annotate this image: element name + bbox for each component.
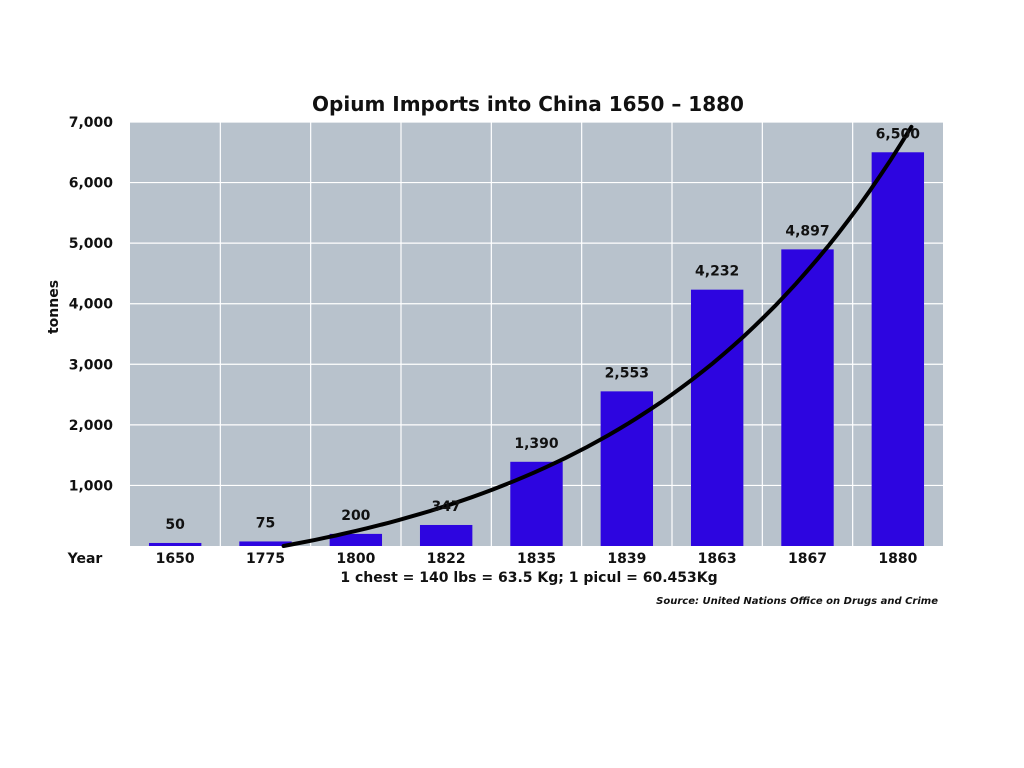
y-axis-ticks: 1,000 2,000 3,000 4,000 5,000 6,000 7,000 — [69, 115, 114, 494]
data-label: 1,390 — [514, 436, 559, 452]
data-labels: 50 75 200 347 1,390 2,553 4,232 4,897 6,500 — [165, 126, 920, 533]
x-tick-label: 1822 — [427, 551, 466, 567]
y-axis-label: tonnes — [46, 280, 62, 334]
y-tick-label: 2,000 — [69, 418, 114, 434]
data-label: 6,500 — [876, 126, 921, 142]
x-tick-label: 1650 — [156, 551, 195, 567]
x-tick-label: 1839 — [607, 551, 646, 567]
x-tick-label: 1800 — [336, 551, 375, 567]
data-label: 75 — [256, 515, 275, 531]
data-label: 4,232 — [695, 264, 739, 280]
bar — [239, 541, 292, 546]
x-tick-label: 1867 — [788, 551, 827, 567]
bar — [329, 533, 383, 546]
bar — [419, 524, 473, 546]
y-tick-label: 7,000 — [69, 115, 114, 131]
y-tick-label: 5,000 — [69, 236, 114, 252]
trend-line — [281, 124, 914, 548]
x-tick-label: 1880 — [878, 551, 917, 567]
grid-lines — [130, 121, 943, 546]
bar — [781, 249, 834, 546]
bar — [148, 542, 202, 546]
bar — [690, 289, 744, 546]
data-label: 4,897 — [785, 223, 829, 239]
x-tick-label: 1775 — [246, 551, 285, 567]
bar — [510, 461, 563, 546]
y-tick-label: 1,000 — [69, 478, 114, 494]
x-tick-label: 1863 — [698, 551, 737, 567]
data-label: 347 — [432, 499, 461, 515]
y-tick-label: 3,000 — [69, 357, 114, 373]
y-tick-label: 6,000 — [69, 176, 114, 192]
chart-title: Opium Imports into China 1650 – 1880 — [312, 92, 744, 116]
unit-note: 1 chest = 140 lbs = 63.5 Kg; 1 picul = 6… — [340, 570, 717, 586]
bar — [871, 152, 925, 547]
x-axis-label: Year — [67, 551, 103, 567]
y-tick-label: 4,000 — [69, 297, 114, 313]
data-label: 50 — [165, 517, 185, 533]
data-label: 200 — [341, 508, 370, 524]
source-note: Source: United Nations Office on Drugs a… — [656, 596, 938, 607]
x-axis-ticks: 1650 1775 1800 1822 1835 1839 1863 1867 1880 — [156, 551, 918, 567]
data-label: 2,553 — [605, 365, 649, 381]
bar — [600, 391, 654, 546]
bars — [148, 152, 925, 547]
x-tick-label: 1835 — [517, 551, 556, 567]
